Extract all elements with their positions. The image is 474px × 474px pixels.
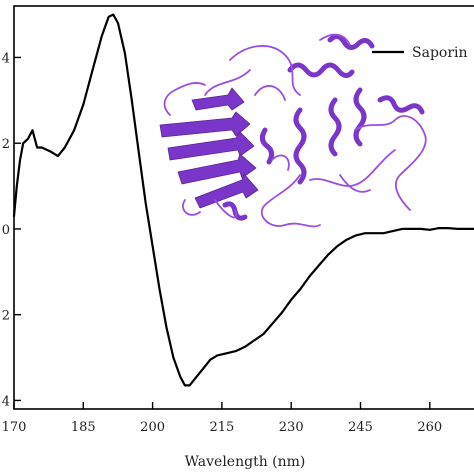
protein-structure-inset <box>159 33 427 228</box>
y-tick-label: 2 <box>2 137 10 152</box>
series-line-saporin <box>12 13 474 387</box>
y-axis-ticks: 4 2 0 2 4 <box>2 51 21 409</box>
y-tick-label: 4 <box>2 51 10 66</box>
x-tick-label: 185 <box>71 420 96 435</box>
legend: Saporin <box>372 45 468 61</box>
x-axis-title: Wavelength (nm) <box>185 454 306 470</box>
helices <box>222 34 425 221</box>
x-tick-label: 215 <box>209 420 234 435</box>
y-tick-label: 0 <box>2 223 10 238</box>
x-tick-label: 260 <box>417 420 442 435</box>
x-tick-label: 200 <box>140 420 165 435</box>
x-tick-label: 245 <box>348 420 373 435</box>
x-tick-label: 170 <box>2 420 27 435</box>
x-axis-ticks: 170 185 200 215 230 245 260 <box>2 402 442 435</box>
legend-label-saporin: Saporin <box>412 45 468 61</box>
x-tick-label: 230 <box>279 420 304 435</box>
y-tick-label: 4 <box>2 394 10 409</box>
y-tick-label: 2 <box>2 309 10 324</box>
plot-frame <box>13 5 474 410</box>
loops <box>163 33 427 228</box>
beta-sheet <box>159 87 259 209</box>
